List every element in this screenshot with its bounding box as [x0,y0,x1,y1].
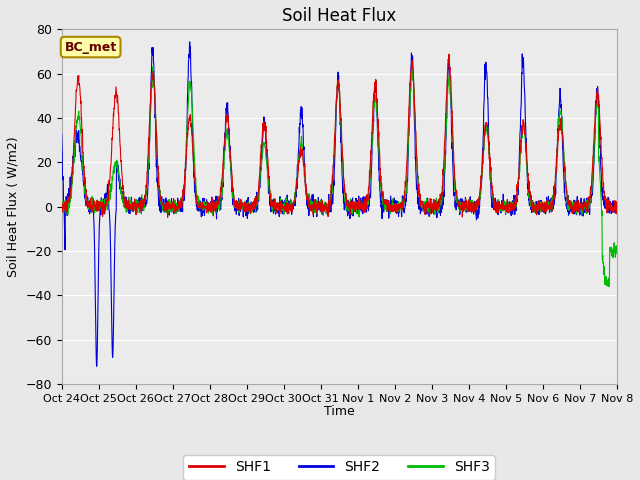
Y-axis label: Soil Heat Flux ( W/m2): Soil Heat Flux ( W/m2) [7,136,20,277]
Title: Soil Heat Flux: Soil Heat Flux [282,7,396,25]
Legend: SHF1, SHF2, SHF3: SHF1, SHF2, SHF3 [183,455,495,480]
X-axis label: Time: Time [324,405,355,418]
Text: BC_met: BC_met [65,41,116,54]
